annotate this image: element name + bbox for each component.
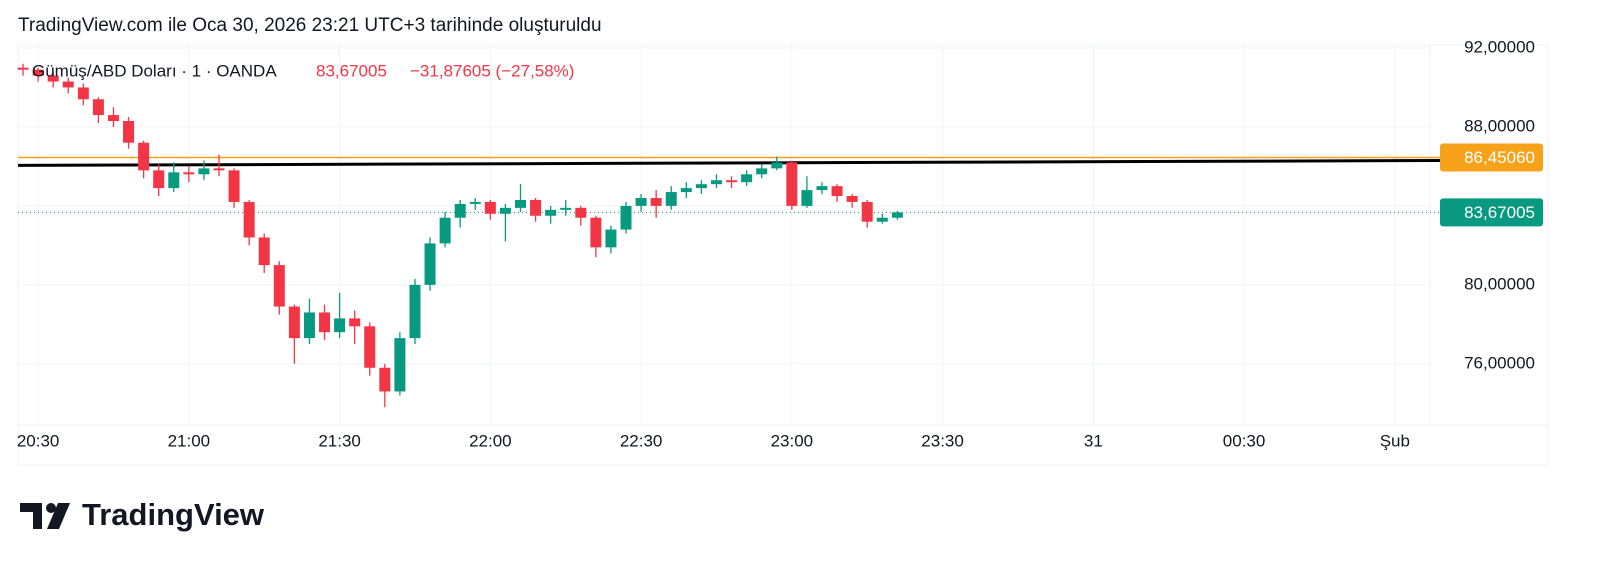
x-tick-label: 00:30 [1223, 431, 1266, 450]
candle-body [665, 192, 677, 206]
candle-body [349, 318, 361, 327]
y-tick-label: 88,00000 [1464, 116, 1535, 135]
axes: 76,0000080,0000084,0000088,0000092,00000… [17, 37, 1543, 450]
x-tick-label: 22:30 [620, 431, 663, 450]
candle-body [17, 67, 29, 70]
candle-body [891, 212, 903, 218]
candle-body [47, 75, 59, 82]
brand: TradingView [82, 497, 265, 532]
candle-body [183, 172, 195, 175]
x-tick-label: 21:30 [318, 431, 361, 450]
candle-body [198, 168, 210, 175]
candle-body [454, 203, 466, 218]
candle-body [545, 209, 557, 216]
last-price-badge [1440, 198, 1543, 227]
y-tick-label: 76,00000 [1464, 353, 1535, 372]
x-tick-label: Şub [1380, 431, 1410, 450]
candle-body [153, 170, 165, 189]
candle-body [364, 326, 376, 368]
candle-body [107, 115, 119, 121]
candle-body [394, 338, 406, 392]
candle-body [213, 168, 225, 171]
candle-body [741, 174, 753, 183]
candle-body [228, 170, 240, 202]
candle-body [77, 87, 89, 100]
candle-body [816, 186, 828, 191]
trend-line [17, 158, 1441, 167]
candle-body [334, 318, 346, 333]
candle-body [439, 217, 451, 244]
logo-icon [47, 503, 70, 529]
candle-body [273, 265, 285, 307]
candle-body [650, 197, 662, 206]
x-tick-label: 23:30 [921, 431, 964, 450]
candle-body [32, 69, 44, 76]
candle-body [379, 367, 391, 392]
candle-body [710, 180, 722, 185]
logo-icon [46, 503, 56, 513]
candle-body [605, 229, 617, 248]
candle-body [831, 186, 843, 197]
candle-body [499, 207, 511, 214]
candle-body [590, 217, 602, 248]
x-tick-label: 22:00 [469, 431, 512, 450]
x-tick-label: 31 [1084, 431, 1103, 450]
x-tick-label: 23:00 [771, 431, 814, 450]
candle-body [123, 121, 135, 143]
candle-body [680, 188, 692, 193]
candle-body [409, 284, 421, 339]
y-tick-label: 80,00000 [1464, 274, 1535, 293]
chart-frame [17, 44, 1549, 466]
candle-body [620, 205, 632, 230]
logo: TradingView [20, 497, 265, 532]
candle-body [726, 180, 738, 183]
symbol: Gümüş/ABD Doları · 1 · OANDA [32, 61, 277, 80]
candle-body [846, 196, 858, 202]
candle-body [258, 237, 270, 266]
drawings [17, 156, 1441, 213]
candle-body [138, 142, 150, 171]
x-tick-label: 21:00 [168, 431, 211, 450]
candle-body [168, 172, 180, 189]
candle-body [575, 207, 587, 218]
candle-body [695, 184, 707, 189]
x-tick-label: 20:30 [17, 431, 60, 450]
candle-body [786, 162, 798, 206]
candle-body [92, 99, 104, 116]
candle-body [469, 201, 481, 204]
candle-body [424, 243, 436, 285]
candle-body [62, 81, 74, 88]
last-price-badge-label: 83,67005 [1464, 203, 1535, 222]
candle-body [530, 199, 542, 216]
candle-body [801, 190, 813, 206]
candle-body [635, 197, 647, 206]
grid [18, 45, 1430, 425]
alert-badge [1440, 143, 1543, 172]
candle-body [243, 201, 255, 238]
alert-badge-label: 86,45060 [1464, 148, 1535, 167]
candle-body [876, 217, 888, 222]
legend-change: −31,87605 (−27,58%) [410, 61, 574, 80]
title: TradingView.com ile Oca 30, 2026 23:21 U… [18, 15, 602, 36]
legend-price: 83,67005 [316, 61, 387, 80]
candle-body [771, 162, 783, 169]
candles [17, 63, 903, 408]
legend: Gümüş/ABD Doları · 1 · OANDA 83,67005 −3… [32, 61, 574, 80]
candle-body [756, 168, 768, 175]
candle-body [288, 306, 300, 339]
candle-body [484, 201, 496, 214]
logo-icon [20, 503, 42, 529]
candle-body [560, 207, 572, 210]
y-tick-label: 92,00000 [1464, 37, 1535, 56]
candle-body [514, 199, 526, 208]
candle-body [319, 312, 331, 333]
candle-body [861, 201, 873, 222]
candle-body [303, 312, 315, 339]
